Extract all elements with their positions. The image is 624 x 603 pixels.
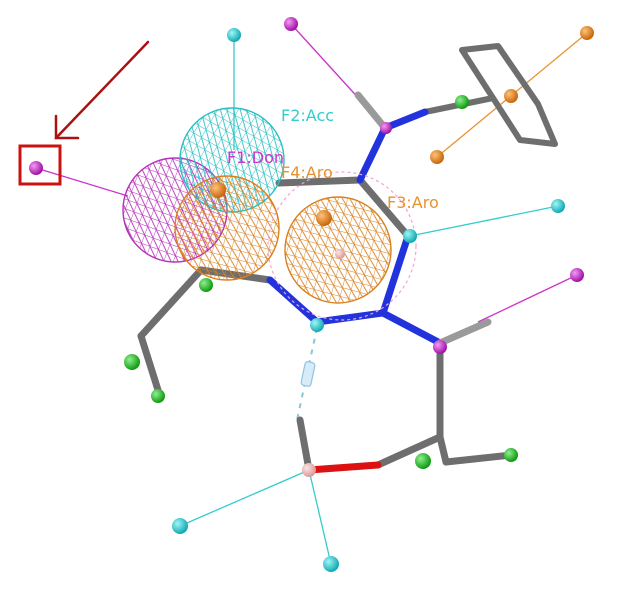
- feature-label-f4: F4:Aro: [281, 163, 333, 182]
- f3-aromatic-outline: [267, 171, 417, 321]
- f4-aromatic-sphere: [174, 175, 280, 281]
- feature-spheres: [122, 107, 417, 321]
- atom-balls: [29, 17, 594, 572]
- feature-label-f1: F1:Don: [227, 148, 284, 167]
- feature-label-f2: F2:Acc: [281, 106, 334, 125]
- feature-label-f3: F3:Aro: [387, 193, 439, 212]
- phenyl-ring: [424, 43, 558, 147]
- hydrogen-bond: [296, 327, 318, 421]
- highlight-box-icon: [18, 144, 62, 186]
- arrow-icon: [54, 40, 150, 140]
